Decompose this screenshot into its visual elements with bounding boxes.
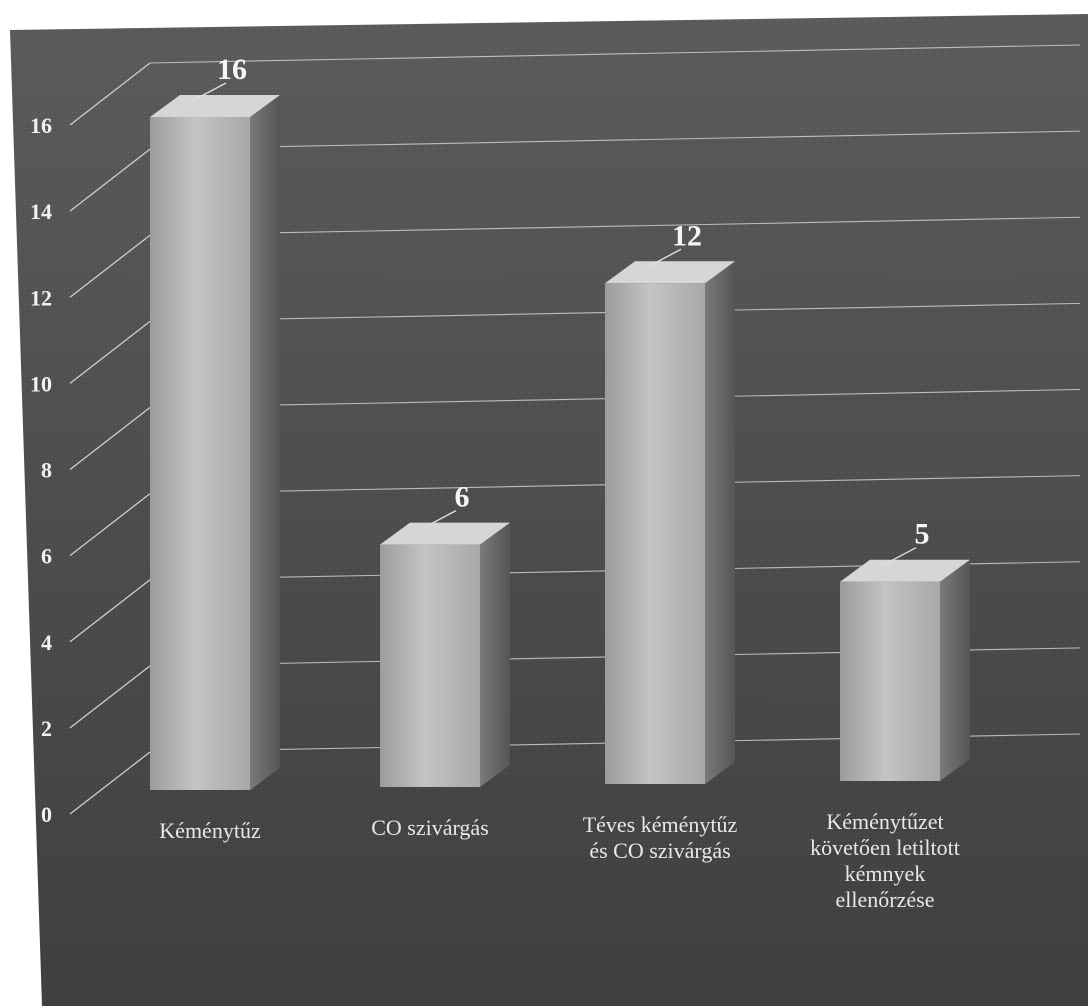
- y-tick-label: 4: [41, 630, 52, 655]
- grid-diagonal: [69, 493, 151, 557]
- bar-side: [705, 261, 735, 784]
- data-label-leader: [421, 510, 457, 530]
- bar-front: [605, 283, 705, 784]
- grid-diagonal: [69, 320, 151, 384]
- y-tick-label: 2: [41, 716, 52, 741]
- x-axis-categories: Kéménytűz CO szivárgás Téves kéménytűz és C…: [159, 809, 960, 912]
- grid-diagonal: [69, 234, 151, 298]
- y-tick-label: 6: [41, 544, 52, 569]
- x-category-line: Kéménytűz: [159, 818, 261, 843]
- bar-front: [840, 581, 940, 781]
- data-label-leader: [191, 82, 227, 102]
- bar-side: [480, 522, 510, 787]
- data-label: 16: [217, 53, 247, 86]
- y-tick-label: 0: [41, 802, 52, 827]
- y-tick-label: 12: [30, 285, 52, 310]
- data-label: 6: [455, 481, 470, 514]
- x-category-label: CO szivárgás: [371, 815, 489, 840]
- data-label: 5: [915, 518, 930, 551]
- bar-side: [940, 559, 970, 781]
- grid-diagonal: [69, 148, 151, 212]
- bar-top: [605, 261, 735, 284]
- x-category-line: és CO szivárgás: [589, 838, 730, 863]
- x-category-label: Téves kéménytűz és CO szivárgás: [583, 812, 738, 863]
- data-label-leader: [646, 248, 682, 268]
- bar-side: [250, 95, 280, 790]
- x-category-line: Kéménytűzet: [826, 809, 943, 834]
- bar-top: [150, 95, 280, 117]
- grid-diagonal: [69, 406, 151, 471]
- bar: 12: [605, 219, 735, 784]
- x-category-label: Kéménytűz: [159, 818, 261, 843]
- data-label-leader: [881, 547, 917, 567]
- y-tick-label: 10: [30, 371, 52, 396]
- grid-line: [149, 216, 1081, 236]
- x-category-line: CO szivárgás: [371, 815, 489, 840]
- bars: 16 6 12 5: [150, 53, 970, 790]
- grid-diagonal: [69, 579, 151, 643]
- x-category-line: Téves kéménytűz: [583, 812, 738, 837]
- grid-line: [149, 130, 1081, 150]
- bar: 5: [840, 518, 970, 781]
- y-axis-ticks: 0 2 4 6 8 10 12 14 16: [30, 113, 52, 827]
- bar-front: [380, 544, 480, 787]
- y-tick-label: 8: [41, 458, 52, 483]
- bar: 6: [380, 481, 510, 787]
- y-tick-label: 14: [30, 199, 52, 224]
- y-tick-label: 16: [30, 113, 52, 138]
- grid-diagonal: [69, 665, 151, 729]
- grid-diagonal: [69, 751, 151, 815]
- grid-diagonal: [69, 62, 151, 126]
- x-category-label: Kéménytűzet követően letiltott kémnyek elle…: [810, 809, 960, 912]
- bar-front: [150, 117, 250, 790]
- bar-top: [840, 559, 970, 582]
- x-category-line: ellenőrzése: [836, 887, 935, 912]
- bar-top: [380, 522, 510, 545]
- x-category-line: követően letiltott: [810, 835, 960, 860]
- x-category-line: kémnyek: [845, 861, 926, 886]
- grid-line: [149, 44, 1081, 64]
- bar: 16: [150, 53, 280, 790]
- data-label: 12: [672, 219, 702, 252]
